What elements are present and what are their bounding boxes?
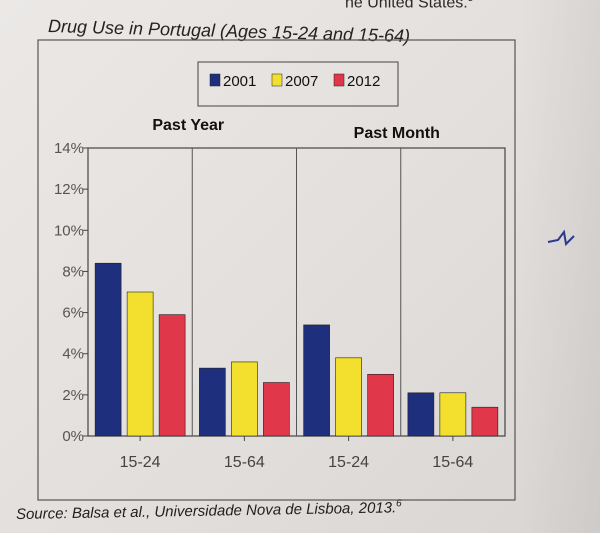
legend-label-2001: 2001: [223, 73, 256, 90]
bar-2001-1: [94, 262, 122, 437]
header-footnote: 5: [468, 0, 474, 4]
header-text-snippet: he United States.5: [345, 0, 473, 12]
legend-swatch-2001: [209, 73, 221, 87]
y-tick-label: 6%: [62, 305, 84, 322]
x-tick-label: 15-24: [120, 454, 161, 471]
pen-scribble: [547, 229, 575, 247]
bar-2012-3: [367, 373, 394, 437]
source-footnote: 6: [396, 498, 402, 510]
x-tick-label: 15-64: [432, 454, 473, 471]
bar-2007-3: [335, 357, 362, 437]
bar-2012-2: [263, 382, 290, 437]
legend-label-2007: 2007: [285, 73, 318, 90]
y-tick-label: 14%: [54, 140, 84, 157]
bar-2001-2: [199, 367, 226, 437]
y-tick-label: 0%: [62, 428, 84, 445]
bar-2007-2: [231, 361, 258, 437]
bar-2001-3: [303, 324, 330, 437]
legend-label-2012: 2012: [347, 73, 380, 90]
panel-label-2: Past Month: [354, 125, 440, 142]
legend-swatch-2007: [271, 73, 283, 87]
bar-2007-1: [126, 291, 154, 437]
y-tick-label: 4%: [62, 346, 84, 363]
legend-swatch-2012: [333, 73, 345, 87]
bar-2007-4: [439, 392, 467, 437]
bar-2012-1: [158, 314, 186, 437]
panel-label-1: Past Year: [152, 117, 224, 134]
header-snippet-text: he United States.: [345, 0, 468, 12]
y-tick-label: 10%: [54, 222, 84, 239]
chart-frame: [37, 39, 516, 501]
y-tick-label: 2%: [62, 387, 84, 404]
bar-2012-4: [471, 406, 499, 437]
x-tick-label: 15-64: [224, 454, 265, 471]
y-tick-label: 12%: [54, 181, 84, 198]
y-tick-label: 8%: [62, 263, 84, 280]
page-fold-shadow: [520, 0, 600, 533]
x-tick-label: 15-24: [328, 454, 369, 471]
bar-2001-4: [407, 392, 435, 437]
legend-box: [197, 61, 399, 107]
